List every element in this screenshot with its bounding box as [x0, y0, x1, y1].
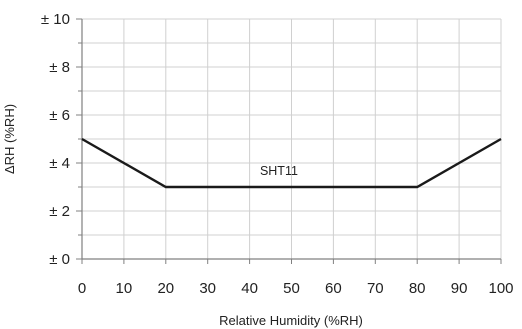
y-tick-label: ± 10 [41, 11, 70, 28]
y-tick-label: ± 4 [49, 155, 70, 172]
y-tick-label: ± 8 [49, 59, 70, 76]
series: SHT11 [81, 137, 502, 189]
x-tick-label: 100 [488, 280, 513, 297]
x-tick-label: 90 [451, 280, 468, 297]
y-tick-label: ± 2 [49, 203, 70, 220]
x-tick-label: 60 [325, 280, 342, 297]
x-tick-label: 30 [199, 280, 216, 297]
y-tick-label: ± 6 [49, 107, 70, 124]
series-label: SHT11 [260, 164, 298, 178]
y-axis-title: ΔRH (%RH) [2, 104, 17, 174]
x-tick-label: 80 [409, 280, 426, 297]
x-tick-label: 50 [283, 280, 300, 297]
axes [76, 18, 502, 264]
x-tick-label: 20 [157, 280, 174, 297]
x-tick-label: 10 [116, 280, 133, 297]
y-tick-label: ± 0 [49, 251, 70, 268]
series-line-sht11 [81, 137, 502, 189]
x-tick-label: 70 [367, 280, 384, 297]
x-tick-label: 40 [241, 280, 258, 297]
grid [82, 18, 502, 259]
x-axis-title: Relative Humidity (%RH) [219, 313, 363, 328]
x-tick-label: 0 [78, 280, 86, 297]
tick-labels: ± 0 ± 2 ± 4 ± 6 ± 8 ± 10 0 10 20 30 40 50 60 70 80 90 10… [41, 11, 514, 297]
